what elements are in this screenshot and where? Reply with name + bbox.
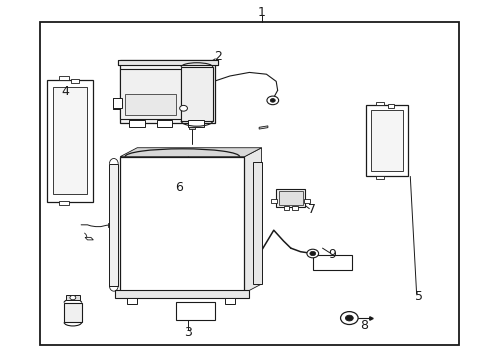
- Text: 8: 8: [359, 319, 367, 332]
- Polygon shape: [259, 126, 267, 129]
- Text: 4: 4: [61, 85, 69, 98]
- Bar: [366, 105, 407, 176]
- Polygon shape: [244, 148, 261, 293]
- Text: 5: 5: [414, 290, 422, 303]
- Bar: [47, 80, 93, 202]
- Circle shape: [306, 249, 318, 258]
- Circle shape: [70, 296, 76, 300]
- Bar: [64, 303, 81, 322]
- Polygon shape: [113, 98, 122, 108]
- Bar: [66, 296, 80, 300]
- Bar: [108, 223, 115, 227]
- Bar: [224, 298, 234, 304]
- Circle shape: [179, 105, 187, 111]
- Text: 3: 3: [184, 326, 192, 339]
- Bar: [115, 291, 249, 298]
- Bar: [292, 206, 298, 211]
- Bar: [253, 162, 262, 284]
- Text: 7: 7: [307, 203, 315, 216]
- Bar: [59, 76, 69, 80]
- Bar: [188, 121, 203, 127]
- Bar: [181, 67, 212, 121]
- Text: 1: 1: [257, 6, 265, 19]
- Polygon shape: [120, 148, 261, 157]
- Circle shape: [345, 315, 352, 321]
- Bar: [176, 302, 215, 320]
- Bar: [53, 87, 87, 194]
- Bar: [71, 79, 79, 83]
- Bar: [370, 110, 402, 171]
- Bar: [276, 189, 305, 207]
- Text: 2: 2: [213, 50, 221, 63]
- Text: 6: 6: [174, 181, 182, 194]
- Bar: [120, 157, 244, 293]
- Circle shape: [266, 96, 278, 105]
- Bar: [125, 94, 176, 116]
- Bar: [271, 199, 277, 203]
- Bar: [375, 102, 383, 105]
- Bar: [157, 121, 172, 127]
- Bar: [375, 176, 383, 179]
- Bar: [304, 199, 310, 203]
- Bar: [109, 164, 118, 286]
- Text: 9: 9: [327, 248, 336, 261]
- Circle shape: [340, 312, 357, 324]
- Polygon shape: [85, 237, 93, 240]
- Bar: [189, 127, 195, 129]
- Bar: [283, 206, 289, 211]
- Bar: [120, 60, 215, 123]
- Bar: [59, 201, 69, 205]
- Bar: [278, 191, 303, 205]
- Bar: [312, 255, 351, 270]
- Polygon shape: [118, 60, 217, 65]
- Bar: [40, 22, 458, 345]
- Circle shape: [309, 251, 315, 256]
- Bar: [387, 104, 393, 108]
- Bar: [127, 298, 137, 304]
- Bar: [120, 69, 181, 119]
- Circle shape: [270, 99, 275, 102]
- Bar: [129, 121, 144, 127]
